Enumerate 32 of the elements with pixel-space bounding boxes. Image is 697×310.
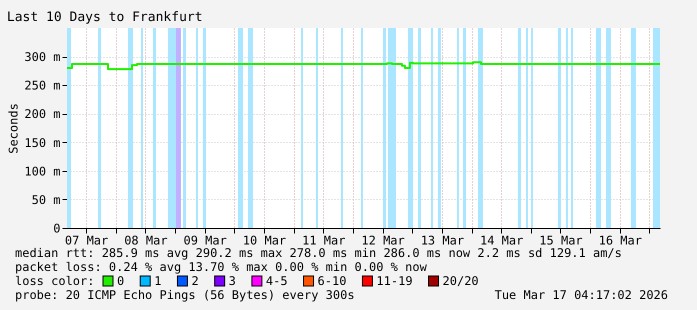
y-axis-title: Seconds: [6, 103, 20, 154]
x-tick-label: 15 Mar: [539, 234, 583, 248]
x-tick-label: 08 Mar: [124, 234, 168, 248]
x-tick-label: 13 Mar: [420, 234, 464, 248]
text: median rtt: 285.9 ms avg 290.2 ms max 278.0 ms min 286.0 ms now 2.2 ms sd 129.1 am/s: [15, 246, 622, 260]
legend-label: 20/20: [442, 274, 479, 288]
legend-label: 11-19: [376, 274, 413, 288]
legend-label: 4-5: [266, 274, 288, 288]
legend-title: loss color:: [15, 274, 94, 288]
x-tick-label: 09 Mar: [183, 234, 227, 248]
x-tick-label: 10 Mar: [242, 234, 286, 248]
text: packet loss: 0.24 % avg 13.70 % max 0.00 % min 0.00 % now: [15, 260, 428, 274]
x-tick-label: 14 Mar: [480, 234, 524, 248]
x-tick-label: 07 Mar: [64, 234, 108, 248]
chart-title: Last 10 Days to Frankfurt: [6, 10, 203, 25]
text: Tue Mar 17 04:17:02 2026: [494, 288, 668, 302]
x-tick-label: 11 Mar: [302, 234, 346, 248]
x-tick-label: 16 Mar: [598, 234, 642, 248]
y-tick-label: 300 m: [24, 50, 60, 64]
legend-label: 2: [191, 274, 199, 288]
y-tick-label: 0: [53, 222, 60, 236]
legend-label: 0: [117, 274, 124, 288]
x-tick-label: 12 Mar: [361, 234, 405, 248]
legend-label: 1: [154, 274, 162, 288]
legend-label: 6-10: [318, 274, 346, 288]
text: probe: 20 ICMP Echo Pings (56 Bytes) every 300s: [15, 288, 355, 302]
y-tick-label: 100 m: [24, 164, 60, 178]
legend-label: 3: [228, 274, 236, 288]
y-tick-label: 150 m: [24, 136, 60, 150]
y-tick-label: 200 m: [24, 107, 60, 122]
y-tick-label: 250 m: [24, 78, 60, 93]
y-tick-label: 50 m: [32, 192, 60, 207]
